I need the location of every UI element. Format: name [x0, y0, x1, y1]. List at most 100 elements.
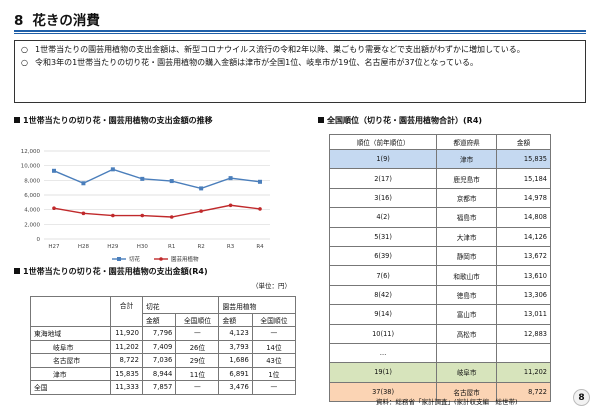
- header-plant-pad: [218, 296, 296, 300]
- data-point: [169, 179, 174, 184]
- x-tick-label: R4: [256, 244, 264, 250]
- chart-section-title: 1世帯当たりの切り花・園芸用植物の支出金額の推移: [14, 115, 213, 126]
- rank-cell: 10(11): [328, 323, 438, 344]
- rank-cell: 37(38): [328, 381, 438, 403]
- city-cell: 鹿児島市: [436, 168, 498, 189]
- rank-cell: 9(14): [328, 304, 438, 325]
- rank-row: 6(39) 静岡市 13,672: [328, 245, 551, 267]
- data-point: [81, 211, 86, 216]
- header-plant-amount: 金額: [218, 312, 253, 327]
- cut-rank-cell: 29位: [175, 353, 220, 368]
- y-tick-label: 8,000: [24, 178, 40, 184]
- cut-rank-cell: 26位: [175, 339, 220, 354]
- bullet-circle-icon: ○: [21, 45, 28, 54]
- expense-row: 名古屋市 8,722 7,036 29位 1,686 43位: [30, 353, 297, 368]
- amount-cell: 12,883: [496, 323, 551, 344]
- rank-row: …: [328, 342, 551, 364]
- data-point: [140, 213, 145, 218]
- rank-cell: 1(9): [328, 148, 438, 170]
- summary-item: ○ 1世帯当たりの園芸用植物の支出金額は、新型コロナウイルス流行の令和2年以降、…: [21, 44, 577, 57]
- expense-row: 全国 11,333 7,857—3,476—: [30, 380, 297, 395]
- amount-cell: 14,808: [496, 207, 551, 228]
- cut-rank-cell: 11位: [175, 366, 220, 381]
- series-line-plants: [53, 204, 261, 218]
- expense-header-row: 合計: [30, 296, 296, 327]
- data-point: [199, 186, 204, 191]
- plant-amount-cell: 6,891: [218, 366, 253, 381]
- total-cell: 15,835: [110, 366, 143, 381]
- summary-item: ○ 令和3年の1世帯当たりの切り花・園芸用植物の購入金額は津市が全国1位、岐阜市…: [21, 57, 577, 70]
- plant-amount-cell: 3,793: [218, 339, 253, 354]
- summary-text: 1世帯当たりの園芸用植物の支出金額は、新型コロナウイルス流行の令和2年以降、巣ご…: [35, 45, 525, 54]
- area-cell: 岐阜市: [30, 339, 111, 354]
- summary-box: ○ 1世帯当たりの園芸用植物の支出金額は、新型コロナウイルス流行の令和2年以降、…: [14, 40, 586, 103]
- rank-table: 順位（前年順位） 都道府県 金額 1(9) 津市 15,835 2(17) 鹿児島市 15…: [328, 134, 551, 403]
- amount-cell: 14,126: [496, 226, 551, 247]
- title-underline-thin: [14, 33, 586, 34]
- expense-header-row: 切花 園芸用植物: [31, 299, 296, 314]
- total-cell: 11,333: [110, 380, 143, 395]
- y-tick-label: 10,000: [21, 164, 41, 170]
- x-tick-label: H28: [78, 244, 90, 250]
- unit-label: （単位：円）: [252, 282, 291, 290]
- rank-row: 19(1) 岐阜市 11,202: [328, 362, 551, 383]
- col-city: 都道府県: [436, 134, 498, 150]
- y-tick-label: 2,000: [24, 222, 40, 228]
- rank-row: 37(38) 名古屋市 8,722: [328, 381, 551, 403]
- legend-label: 切花: [129, 255, 141, 263]
- x-tick-label: H29: [107, 244, 119, 250]
- cut-amount-cell: 7,857: [141, 380, 177, 395]
- total-cell: 11,920: [110, 326, 143, 341]
- plant-rank-cell: 14位: [251, 339, 297, 354]
- city-cell: [436, 342, 498, 364]
- line-chart-svg: 0 2,000 4,000 6,000 8,000 10,000 12,000 H27 H28 H…: [21, 149, 270, 263]
- amount-cell: [496, 342, 551, 364]
- x-tick-label: H30: [137, 244, 149, 250]
- bullet-circle-icon: ○: [21, 57, 28, 67]
- cut-amount-cell: 7,796: [141, 326, 177, 341]
- section-title: 花きの消費: [32, 13, 100, 29]
- city-cell: 名古屋市: [436, 381, 498, 403]
- col-amount: 金額: [496, 134, 551, 150]
- page-number: 8: [573, 389, 590, 406]
- corner-cell: [30, 296, 111, 327]
- rank-section-title-text: 全国順位（切り花・園芸用植物合計）(R4): [327, 116, 483, 125]
- amount-cell: 13,610: [496, 265, 551, 286]
- data-point: [110, 167, 115, 172]
- header-cut-pad: [141, 296, 220, 300]
- data-point: [199, 209, 203, 213]
- cut-rank-cell: —: [175, 380, 220, 395]
- legend-marker: [117, 257, 121, 261]
- legend-marker: [159, 257, 163, 261]
- data-point: [140, 176, 145, 181]
- expense-row: 東海地域 11,920 7,796—4,123—: [30, 326, 297, 341]
- rank-row: 1(9) 津市 15,835: [328, 148, 551, 170]
- rank-row: 8(42) 徳島市 13,306: [328, 284, 551, 306]
- data-point: [52, 168, 56, 173]
- cut-rank-cell: —: [175, 326, 220, 341]
- rank-section-title: 全国順位（切り花・園芸用植物合計）(R4): [318, 115, 482, 126]
- amount-cell: 13,011: [496, 304, 551, 325]
- x-tick-label: R3: [227, 244, 235, 250]
- plant-rank-cell: —: [251, 326, 297, 341]
- rank-cell: 19(1): [328, 362, 438, 383]
- title-underline: [14, 30, 586, 32]
- rank-row: 5(31) 大津市 14,126: [328, 226, 551, 247]
- amount-cell: 13,672: [496, 245, 551, 267]
- x-tick-label: R1: [168, 244, 175, 250]
- header-cut-rank: 全国順位: [175, 312, 220, 327]
- y-tick-label: 6,000: [24, 193, 40, 199]
- legend-label: 園芸用植物: [171, 255, 199, 263]
- y-tick-label: 12,000: [21, 149, 41, 155]
- rank-cell: 2(17): [328, 168, 438, 189]
- header-plant: 園芸用植物: [218, 299, 296, 314]
- expense-table: 合計 切花 園芸用植物 金額 全国順位 金額 全国順位 東海地域 11,920 7,…: [30, 296, 297, 395]
- rank-row: 9(14) 富山市 13,011: [328, 304, 551, 325]
- plant-rank-cell: 43位: [251, 353, 297, 368]
- rank-cell: …: [328, 342, 438, 364]
- amount-cell: 15,184: [496, 168, 551, 189]
- rank-row: 2(17) 鹿児島市 15,184: [328, 168, 551, 189]
- data-point: [228, 203, 233, 208]
- plant-amount-cell: 4,123: [218, 326, 253, 341]
- plant-rank-cell: —: [251, 380, 297, 395]
